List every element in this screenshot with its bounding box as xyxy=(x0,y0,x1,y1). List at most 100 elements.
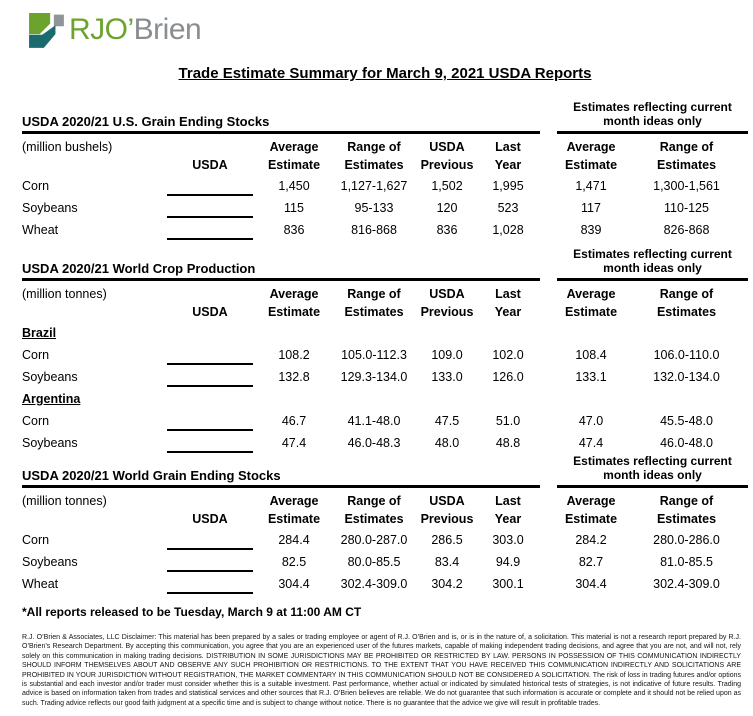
usda-previous-value: 48.0 xyxy=(434,436,460,450)
usda-blank-cell xyxy=(162,410,258,432)
avg-estimate-value: 82.5 xyxy=(281,555,307,569)
avg-estimate-value: 132.8 xyxy=(278,370,310,384)
current-avg-estimate-value: 117 xyxy=(581,201,601,215)
fill-in-line xyxy=(167,570,253,572)
usda-column-header: USDA xyxy=(192,512,228,526)
avg-estimate-value: 46.7 xyxy=(281,414,307,428)
usda-blank-cell xyxy=(162,175,258,197)
avg-estimate-value: 115 xyxy=(284,201,304,215)
current-avg-estimate-value: 304.4 xyxy=(575,577,607,591)
fill-in-line xyxy=(167,429,253,431)
column-headers: (million tonnes) USDA Average Estimate Ra… xyxy=(22,488,748,529)
last-year-value: 51.0 xyxy=(495,414,521,428)
commodity-label: Wheat xyxy=(22,577,59,591)
current-range-estimates-header: Range of Estimates xyxy=(656,140,717,172)
range-estimates-header: Range of Estimates xyxy=(344,494,404,526)
unit-note: (million tonnes) xyxy=(22,494,107,508)
section-world-crop-production: USDA 2020/21 World Crop Production Estim… xyxy=(22,247,748,454)
current-range-estimates-value: 132.0-134.0 xyxy=(653,370,720,384)
current-avg-estimate-value: 108.4 xyxy=(575,348,607,362)
range-estimates-header: Range of Estimates xyxy=(344,140,404,172)
last-year-header: Last Year xyxy=(494,287,522,319)
table-row-group: Argentina xyxy=(22,388,748,410)
range-estimates-value: 280.0-287.0 xyxy=(340,533,408,547)
current-avg-estimate-header: Average Estimate xyxy=(564,494,618,526)
table-row: Wheat 836 816-868 836 1,028 839 826-868 xyxy=(22,219,748,241)
current-range-estimates-value: 1,300-1,561 xyxy=(653,179,720,193)
usda-previous-value: 83.4 xyxy=(434,555,460,569)
current-range-estimates-value: 106.0-110.0 xyxy=(653,348,720,362)
commodity-label: Soybeans xyxy=(22,555,78,569)
table-row: Corn 46.7 41.1-48.0 47.5 51.0 47.0 45.5-… xyxy=(22,410,748,432)
current-range-estimates-value: 110-125 xyxy=(664,201,709,215)
current-avg-estimate-header: Average Estimate xyxy=(564,287,618,319)
usda-blank-cell xyxy=(162,551,258,573)
legal-disclaimer: R.J. O’Brien & Associates, LLC Disclaime… xyxy=(22,634,741,707)
usda-previous-value: 286.5 xyxy=(431,533,463,547)
page-title: Trade Estimate Summary for March 9, 2021… xyxy=(178,65,592,82)
avg-estimate-header: Average Estimate xyxy=(267,140,321,172)
unit-note: (million bushels) xyxy=(22,140,113,154)
current-range-estimates-value: 81.0-85.5 xyxy=(660,555,713,569)
table-row: Soybeans 47.4 46.0-48.3 48.0 48.8 47.4 4… xyxy=(22,432,748,454)
avg-estimate-value: 304.4 xyxy=(278,577,310,591)
fill-in-line xyxy=(167,194,253,196)
last-year-value: 102.0 xyxy=(492,348,524,362)
fill-in-line xyxy=(167,385,253,387)
usda-blank-cell xyxy=(162,366,258,388)
table-row: Corn 284.4 280.0-287.0 286.5 303.0 284.2… xyxy=(22,529,748,551)
commodity-label: Corn xyxy=(22,179,50,193)
usda-column-header: USDA xyxy=(192,305,228,319)
avg-estimate-value: 47.4 xyxy=(281,436,307,450)
last-year-value: 1,028 xyxy=(492,223,524,237)
table-row: Corn 1,450 1,127-1,627 1,502 1,995 1,471… xyxy=(22,175,748,197)
logo-text-rjo: RJO’ xyxy=(69,13,134,46)
usda-blank-cell xyxy=(162,529,258,551)
release-footnote: *All reports released to be Tuesday, Mar… xyxy=(22,605,362,619)
commodity-label: Soybeans xyxy=(22,436,78,450)
range-estimates-value: 302.4-309.0 xyxy=(340,577,408,591)
usda-previous-header: USDA Previous xyxy=(420,140,474,172)
current-range-estimates-header: Range of Estimates xyxy=(656,287,717,319)
last-year-value: 303.0 xyxy=(492,533,524,547)
current-month-panel-header: Estimates reflecting current month ideas… xyxy=(557,454,748,488)
section-header: USDA 2020/21 World Grain Ending Stocks E… xyxy=(22,454,748,488)
last-year-header: Last Year xyxy=(494,140,522,172)
table-row: Soybeans 132.8 129.3-134.0 133.0 126.0 1… xyxy=(22,366,748,388)
commodity-label: Soybeans xyxy=(22,201,78,215)
section-us-grain-ending-stocks: USDA 2020/21 U.S. Grain Ending Stocks Es… xyxy=(22,100,748,241)
usda-previous-value: 109.0 xyxy=(431,348,463,362)
logo: RJO’Brien xyxy=(28,10,748,58)
section-header: USDA 2020/21 U.S. Grain Ending Stocks Es… xyxy=(22,100,748,134)
country-label: Brazil xyxy=(22,326,57,340)
usda-column-header: USDA xyxy=(192,158,228,172)
last-year-header: Last Year xyxy=(494,494,522,526)
section-world-grain-ending-stocks: USDA 2020/21 World Grain Ending Stocks E… xyxy=(22,454,748,595)
current-range-estimates-value: 280.0-286.0 xyxy=(653,533,720,547)
range-estimates-value: 80.0-85.5 xyxy=(347,555,401,569)
avg-estimate-value: 284.4 xyxy=(278,533,310,547)
usda-previous-header: USDA Previous xyxy=(420,287,474,319)
current-avg-estimate-value: 284.2 xyxy=(575,533,607,547)
section-title: USDA 2020/21 U.S. Grain Ending Stocks xyxy=(22,100,540,134)
usda-previous-value: 1,502 xyxy=(431,179,463,193)
logo-text-brien: Brien xyxy=(133,13,202,46)
current-range-estimates-header: Range of Estimates xyxy=(656,494,717,526)
table-row: Soybeans 82.5 80.0-85.5 83.4 94.9 82.7 8… xyxy=(22,551,748,573)
last-year-value: 523 xyxy=(497,201,519,215)
last-year-value: 94.9 xyxy=(495,555,521,569)
current-avg-estimate-value: 47.4 xyxy=(578,436,604,450)
avg-estimate-value: 836 xyxy=(283,223,305,237)
column-headers: (million bushels) USDA Average Estimate R… xyxy=(22,134,748,175)
usda-previous-value: 133.0 xyxy=(431,370,463,384)
fill-in-line xyxy=(167,592,253,594)
fill-in-line xyxy=(167,451,253,453)
current-avg-estimate-value: 839 xyxy=(580,223,602,237)
range-estimates-value: 1,127-1,627 xyxy=(340,179,408,193)
current-range-estimates-value: 46.0-48.0 xyxy=(660,436,713,450)
range-estimates-value: 129.3-134.0 xyxy=(340,370,408,384)
table-row: Soybeans 115 95-133 120 523 117 110-125 xyxy=(22,197,748,219)
usda-blank-cell xyxy=(162,219,258,241)
current-range-estimates-value: 45.5-48.0 xyxy=(660,414,713,428)
current-avg-estimate-value: 133.1 xyxy=(575,370,607,384)
